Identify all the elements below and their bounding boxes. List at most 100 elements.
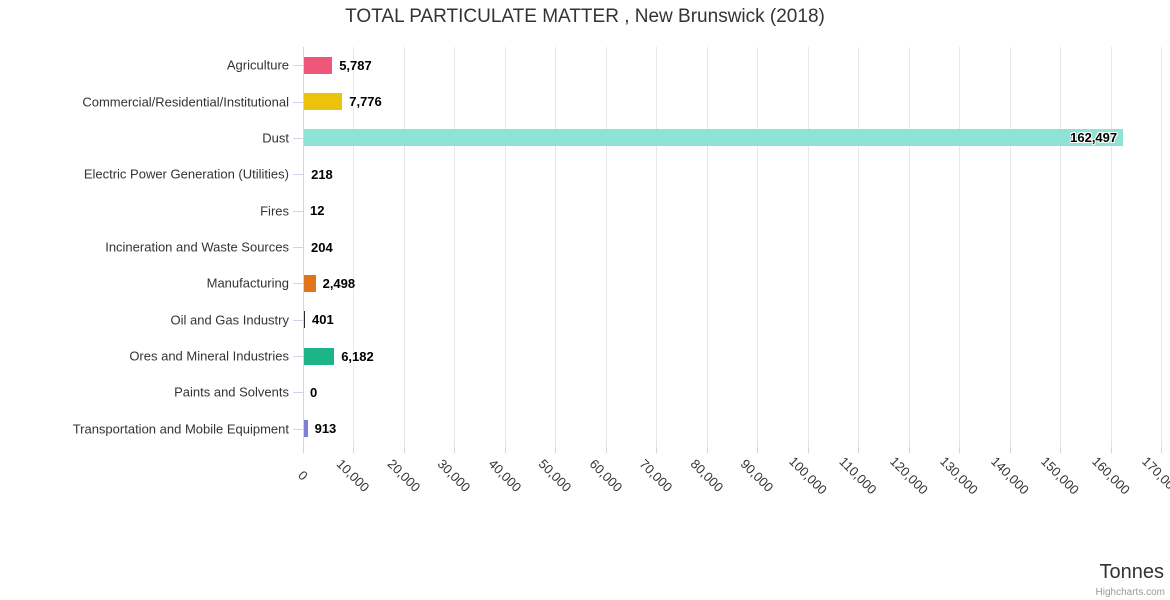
bar-commercial-residential-institutional[interactable] (303, 93, 343, 111)
value-axis-tick (606, 447, 607, 453)
category-axis-tick (293, 137, 303, 139)
x-axis-tick-label: 0 (295, 467, 311, 484)
value-axis-tick (707, 447, 708, 453)
value-axis-tick (1010, 447, 1011, 453)
x-axis-tick-label: 150,000 (1038, 453, 1082, 498)
x-axis-tick-label: 50,000 (535, 456, 575, 495)
value-axis-tick (858, 447, 859, 453)
x-axis-tick-label: 130,000 (937, 453, 981, 498)
category-axis-tick (293, 101, 303, 103)
plot-area: 5,787 7,776 162,497 218 12 204 2,498 401 6,182 0 9… (303, 47, 1162, 453)
x-axis-tick-label: 90,000 (737, 456, 777, 495)
category-label-electric-power-generation-utilities: Electric Power Generation (Utilities) (83, 166, 289, 182)
value-axis-tick (555, 447, 556, 453)
gridline (1010, 47, 1011, 447)
category-label-fires: Fires (260, 203, 289, 219)
category-axis-tick (293, 356, 303, 358)
value-label-ores-and-mineral-industries: 6,182 (341, 348, 374, 364)
gridline (404, 47, 405, 447)
gridline (858, 47, 859, 447)
gridline (555, 47, 556, 447)
value-label-commercial-residential-institutional: 7,776 (349, 94, 382, 110)
x-axis-tick-label: 120,000 (887, 453, 931, 498)
category-label-oil-and-gas-industry: Oil and Gas Industry (170, 312, 290, 328)
x-axis-tick-label: 80,000 (687, 456, 727, 495)
gridline (909, 47, 910, 447)
category-axis-tick (293, 283, 303, 285)
gridline (454, 47, 455, 447)
gridline (353, 47, 354, 447)
category-axis-tick (293, 247, 303, 248)
bar-transportation-and-mobile-equipment[interactable] (303, 420, 308, 438)
value-axis-tick (757, 447, 758, 453)
category-axis-tick (293, 428, 303, 430)
value-axis-tick (656, 447, 657, 453)
value-label-fires: 12 (310, 203, 325, 219)
gridline (1060, 47, 1061, 447)
value-label-dust: 162,497 (1070, 130, 1118, 146)
value-axis-tick (808, 447, 809, 453)
value-axis-tick (454, 447, 455, 453)
x-axis-tick-label: 20,000 (384, 456, 424, 495)
x-axis-tick-label: 100,000 (786, 453, 830, 498)
value-label-oil-and-gas-industry: 401 (312, 312, 334, 328)
highcharts-credits-link[interactable]: Highcharts.com (1095, 587, 1165, 598)
value-label-manufacturing: 2,498 (322, 275, 356, 291)
category-axis-tick (293, 174, 303, 176)
value-axis-tick (303, 447, 304, 453)
category-label-dust: Dust (262, 130, 289, 146)
value-label-transportation-and-mobile-equipment: 913 (314, 421, 337, 437)
value-label-agriculture: 5,787 (339, 57, 372, 73)
chart-title: TOTAL PARTICULATE MATTER , New Brunswick… (345, 6, 825, 27)
category-label-commercial-residential-institutional: Commercial/Residential/Institutional (82, 94, 289, 110)
x-axis-tick-label: 70,000 (636, 456, 676, 495)
value-axis-tick (1111, 447, 1112, 453)
value-axis-tick (1060, 447, 1061, 453)
category-label-paints-and-solvents: Paints and Solvents (174, 384, 289, 400)
gridline (808, 47, 809, 447)
category-label-incineration-and-waste-sources: Incineration and Waste Sources (105, 239, 289, 255)
gridline (656, 47, 657, 447)
value-axis-tick (404, 447, 405, 453)
x-axis-tick-label: 40,000 (485, 456, 525, 495)
value-axis-tick (353, 447, 354, 453)
gridline (707, 47, 708, 447)
category-axis-tick (293, 392, 303, 394)
value-axis-tick (909, 447, 910, 453)
category-label-manufacturing: Manufacturing (206, 275, 289, 291)
value-axis-title: Tonnes (1099, 561, 1165, 583)
value-axis-tick (505, 447, 506, 453)
category-axis-tick (293, 319, 303, 321)
x-axis-tick-label: 170,000 (1139, 453, 1170, 498)
x-axis-tick-label: 30,000 (434, 456, 474, 495)
x-axis-tick-label: 140,000 (988, 453, 1032, 498)
gridline (606, 47, 607, 447)
gridline (1111, 47, 1112, 447)
x-axis-tick-label: 160,000 (1089, 453, 1133, 498)
category-label-transportation-and-mobile-equipment: Transportation and Mobile Equipment (72, 421, 289, 437)
category-label-agriculture: Agriculture (226, 57, 289, 73)
value-label-electric-power-generation-utilities: 218 (311, 166, 333, 182)
gridline (505, 47, 506, 447)
x-axis-tick-label: 110,000 (836, 453, 880, 498)
category-axis-tick (293, 210, 303, 212)
x-axis-tick-label: 10,000 (333, 456, 373, 495)
gridline (959, 47, 960, 447)
bar-manufacturing[interactable] (303, 274, 316, 292)
value-label-paints-and-solvents: 0 (310, 384, 318, 400)
category-label-ores-and-mineral-industries: Ores and Mineral Industries (129, 348, 289, 364)
value-axis-tick (1161, 447, 1162, 453)
gridline (1161, 47, 1162, 447)
bar-agriculture[interactable] (303, 56, 333, 74)
value-axis-tick (959, 447, 960, 453)
bar-dust[interactable] (303, 129, 1124, 147)
category-axis-tick (293, 65, 303, 67)
x-axis-tick-label: 60,000 (586, 456, 626, 495)
gridline (757, 47, 758, 447)
category-axis-line (303, 47, 304, 447)
value-label-incineration-and-waste-sources: 204 (311, 239, 333, 255)
bar-ores-and-mineral-industries[interactable] (303, 347, 335, 365)
category-axis: Agriculture Commercial/Residential/Instit… (0, 47, 303, 447)
bar-oil-and-gas-industry[interactable] (303, 311, 306, 329)
